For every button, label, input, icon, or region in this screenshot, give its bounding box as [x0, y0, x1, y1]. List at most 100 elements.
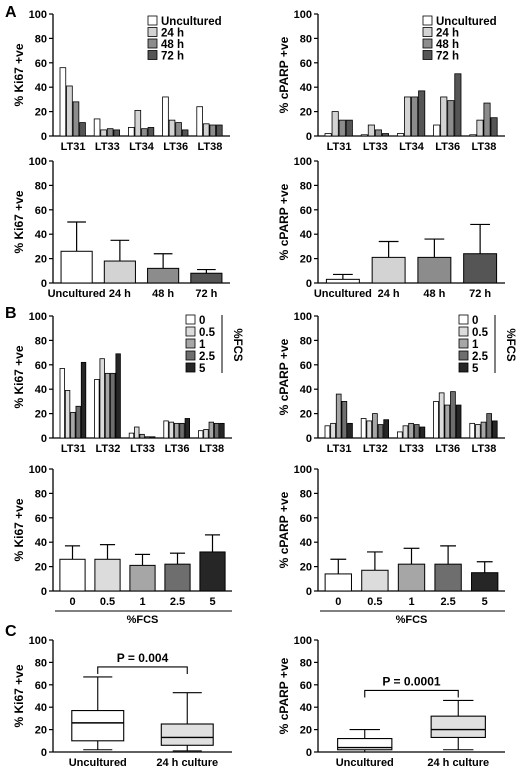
y-tick-label: 60 — [300, 205, 312, 217]
bar — [168, 119, 176, 137]
y-tick-label: 80 — [35, 335, 47, 347]
box-iqr — [430, 715, 486, 738]
bar — [209, 124, 217, 137]
legend-swatch — [422, 15, 433, 26]
bar — [483, 102, 491, 137]
chart-c2: 0 20 40 60 80 100% cPARP +ve Uncultured 24 h cu… — [277, 635, 505, 769]
bar — [79, 122, 86, 137]
x-category-label: 24 h — [109, 288, 131, 300]
bar — [139, 433, 145, 439]
x-category-label: LT38 — [197, 141, 222, 153]
x-category-label: 0 — [69, 596, 75, 608]
bar — [444, 404, 451, 439]
x-category-label: 24 h — [378, 288, 400, 300]
chart-a3: 0 20 40 60 80 100 % Ki67 +ve Uncultured 24 h 48 h… — [12, 156, 230, 300]
x-category-label: 2.5 — [170, 596, 185, 608]
panel-letter-c: C — [5, 623, 17, 640]
x-category-label: 5 — [209, 596, 215, 608]
x-category-label: LT32 — [95, 443, 120, 455]
bar — [113, 129, 120, 137]
bar — [59, 558, 86, 592]
x-category-label: LT36 — [435, 443, 460, 455]
legend-label: 0 — [199, 315, 205, 327]
y-tick-label: 100 — [294, 156, 312, 168]
bar — [150, 436, 156, 439]
legend-label: 0 — [472, 315, 478, 327]
bar — [455, 404, 462, 439]
bar — [360, 418, 367, 439]
legend-swatch — [422, 27, 433, 37]
y-tick-label: 0 — [41, 433, 47, 445]
y-tick-label: 20 — [300, 107, 312, 119]
y-tick-label: 100 — [29, 311, 47, 323]
bar — [64, 390, 71, 439]
bar — [184, 418, 191, 439]
bar — [103, 260, 136, 284]
x-category-label: LT33 — [130, 443, 155, 455]
x-category-label: Uncultured — [69, 757, 127, 769]
legend-swatch — [185, 314, 196, 325]
bar — [99, 358, 105, 439]
x-category-label: Uncultured — [314, 288, 372, 300]
bar — [104, 372, 111, 439]
bar — [70, 411, 76, 439]
bar — [162, 96, 169, 137]
y-tick-label: 40 — [300, 229, 312, 241]
legend-label: 0.5 — [199, 327, 216, 339]
y-tick-label: 100 — [29, 464, 47, 476]
bar — [404, 96, 412, 137]
bar — [341, 400, 348, 439]
bar — [324, 133, 332, 137]
bar — [144, 436, 151, 439]
bar — [59, 368, 65, 439]
y-axis-label: % cPARP +ve — [277, 183, 291, 260]
y-tick-label: 80 — [35, 657, 47, 669]
bar — [325, 278, 360, 284]
bar — [72, 101, 80, 137]
y-tick-label: 0 — [41, 747, 47, 759]
y-tick-label: 0 — [306, 131, 312, 143]
bar — [128, 432, 135, 439]
bar — [347, 422, 353, 439]
bar — [106, 128, 114, 137]
y-tick-label: 40 — [35, 82, 47, 94]
legend-label: 0.5 — [472, 327, 489, 339]
x-category-label: 0.5 — [367, 596, 382, 608]
bar — [75, 405, 81, 439]
bar — [175, 122, 182, 137]
x-category-label: 48 h — [423, 288, 445, 300]
legend-swatch — [458, 314, 469, 325]
y-tick-label: 40 — [300, 384, 312, 396]
panel-letter-b: B — [5, 305, 17, 322]
bar — [374, 129, 382, 137]
bar — [396, 431, 403, 439]
bar — [60, 250, 93, 284]
bar — [202, 123, 210, 137]
box-plot — [71, 676, 125, 751]
bar — [59, 67, 67, 137]
bar — [411, 96, 419, 137]
legend-title: %FCS — [231, 328, 243, 362]
y-tick-label: 60 — [300, 360, 312, 372]
x-category-label: LT36 — [163, 141, 188, 153]
significance-bracket — [364, 689, 459, 698]
x-category-label: LT33 — [363, 141, 388, 153]
y-tick-label: 80 — [300, 657, 312, 669]
bar — [129, 564, 156, 592]
bar — [396, 133, 405, 137]
y-tick-label: 100 — [294, 9, 312, 21]
legend-label: 5 — [199, 363, 206, 375]
legend-swatch — [185, 326, 196, 337]
bar — [134, 109, 142, 137]
x-category-label: 5 — [482, 596, 488, 608]
y-tick-label: 40 — [300, 82, 312, 94]
bar — [208, 421, 214, 439]
bar — [371, 256, 406, 284]
y-axis-label: % cPARP +ve — [277, 338, 291, 415]
y-axis-label: % cPARP +ve — [277, 657, 291, 734]
x-category-label: LT33 — [399, 443, 424, 455]
bar — [490, 117, 498, 137]
box-iqr — [160, 723, 214, 746]
x-category-label: LT31 — [327, 141, 352, 153]
